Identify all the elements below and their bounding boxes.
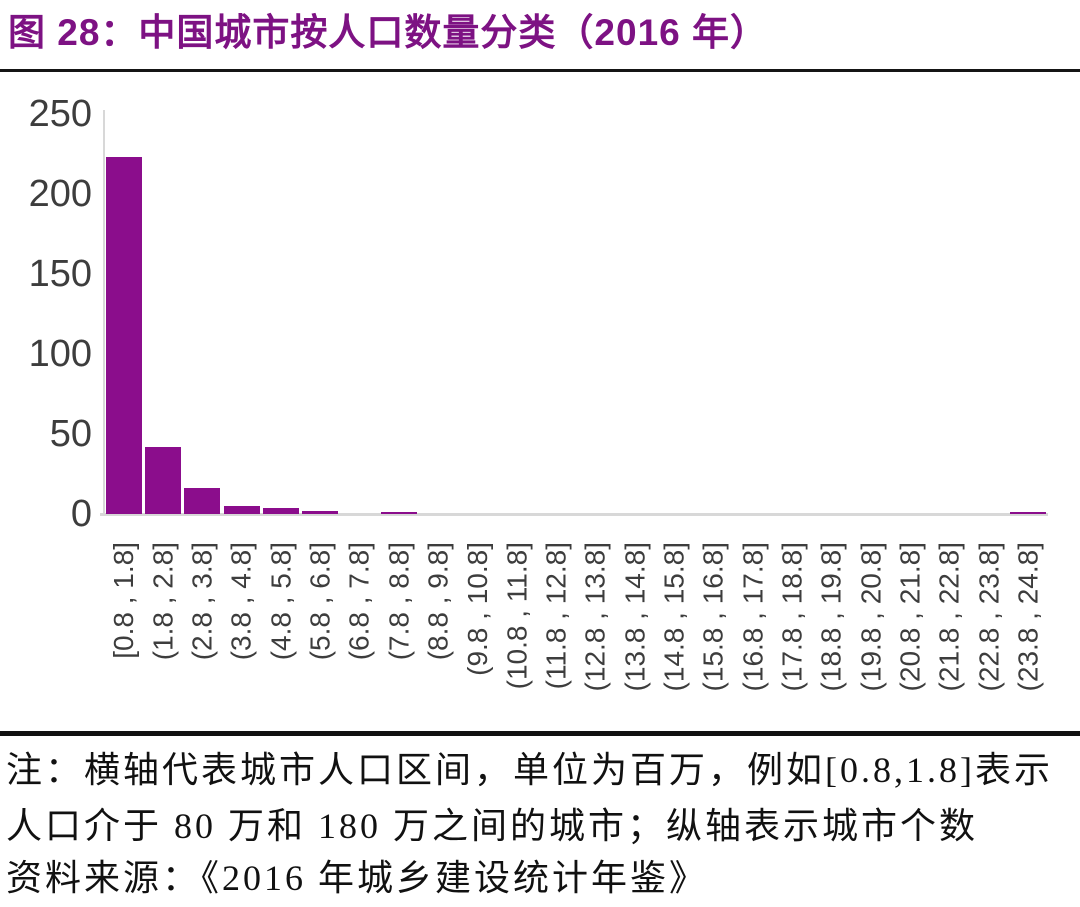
x-axis-tick-label: (18.8 , 19.8] bbox=[815, 542, 847, 692]
x-axis-line bbox=[100, 513, 1048, 516]
footer-separator bbox=[0, 731, 1080, 736]
x-axis-tick-label: (6.8 , 7.8] bbox=[343, 542, 375, 661]
x-axis-tick-label: (12.8 , 13.8] bbox=[579, 542, 611, 692]
x-axis-tick-label: (15.8 , 16.8] bbox=[697, 542, 729, 692]
figure-title: 图 28：中国城市按人口数量分类（2016 年） bbox=[8, 12, 769, 53]
bar bbox=[380, 512, 418, 514]
x-axis-tick-label: (17.8 , 18.8] bbox=[776, 542, 808, 692]
y-axis-tick-label: 100 bbox=[28, 333, 92, 375]
y-axis-line bbox=[103, 110, 105, 516]
y-axis-tick-label: 200 bbox=[28, 173, 92, 215]
x-axis-tick-label: (8.8 , 9.8] bbox=[422, 542, 454, 661]
note-text: 注：横轴代表城市人口区间，单位为百万，例如[0.8,1.8]表示人口介于 80 … bbox=[6, 750, 1053, 846]
bar bbox=[302, 510, 339, 514]
bar bbox=[1010, 512, 1047, 514]
x-axis-tick-label: (20.8 , 21.8] bbox=[894, 542, 926, 692]
bar bbox=[105, 157, 142, 514]
x-axis-tick-label: (11.8 , 12.8] bbox=[540, 542, 572, 690]
x-axis-tick-label: (9.8 , 10.8] bbox=[461, 542, 493, 676]
y-axis-tick-label: 150 bbox=[28, 253, 92, 295]
bar bbox=[184, 488, 221, 514]
y-axis-tick-label: 0 bbox=[70, 493, 92, 535]
source-text: 资料来源：《2016 年城乡建设统计年鉴》 bbox=[6, 858, 709, 898]
y-axis-tick-label: 250 bbox=[28, 93, 92, 135]
x-axis-tick-label: [0.8 , 1.8] bbox=[107, 542, 139, 659]
bar bbox=[144, 446, 182, 514]
bar bbox=[223, 506, 260, 514]
x-axis-tick-label: (10.8 , 11.8] bbox=[501, 542, 532, 690]
title-underline bbox=[0, 69, 1080, 72]
x-axis-tick-label: (5.8 , 6.8] bbox=[304, 542, 336, 661]
x-axis-tick-label: (14.8 , 15.8] bbox=[658, 542, 690, 692]
x-axis-tick-label: (2.8 , 3.8] bbox=[186, 542, 218, 661]
x-axis-tick-label: (1.8 , 2.8] bbox=[147, 542, 178, 661]
x-axis-tick-label: (21.8 , 22.8] bbox=[933, 542, 965, 692]
x-axis-tick-label: (23.8 , 24.8] bbox=[1012, 542, 1044, 692]
y-axis-tick-label: 50 bbox=[49, 413, 92, 455]
x-axis-tick-label: (22.8 , 23.8] bbox=[973, 542, 1004, 692]
x-axis-tick-label: (4.8 , 5.8] bbox=[265, 542, 296, 661]
x-axis-tick-label: (7.8 , 8.8] bbox=[383, 542, 414, 661]
x-axis-tick-label: (13.8 , 14.8] bbox=[619, 542, 650, 692]
x-axis-tick-label: (16.8 , 17.8] bbox=[737, 542, 768, 692]
x-axis-tick-label: (3.8 , 4.8] bbox=[225, 542, 257, 661]
x-axis-tick-label: (19.8 , 20.8] bbox=[855, 542, 886, 692]
bar bbox=[262, 507, 300, 514]
